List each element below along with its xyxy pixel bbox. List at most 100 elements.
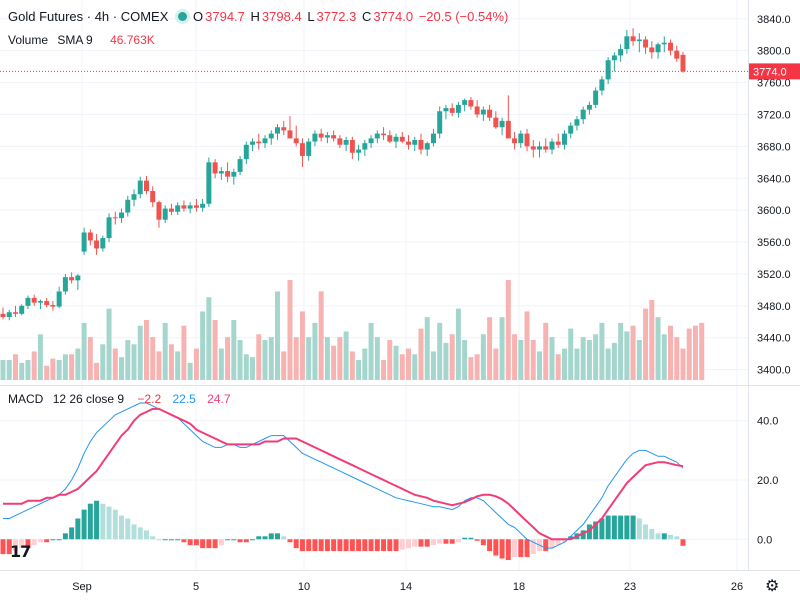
volume-bar bbox=[337, 337, 343, 380]
candle-body bbox=[430, 133, 436, 144]
macd-hist-bar bbox=[599, 518, 605, 540]
volume-bar bbox=[561, 348, 567, 380]
candle-body bbox=[393, 136, 399, 142]
candle-body bbox=[100, 238, 106, 249]
price-tick-label: 3760.0 bbox=[757, 78, 791, 90]
volume-bar bbox=[455, 308, 461, 380]
candle-body bbox=[530, 146, 536, 150]
volume-bar bbox=[168, 344, 174, 380]
candle-body bbox=[630, 36, 636, 42]
macd-hist-bar bbox=[480, 539, 486, 546]
candle-body bbox=[561, 133, 567, 145]
tradingview-logo-icon[interactable]: 17 bbox=[10, 542, 31, 561]
macd-histogram bbox=[0, 500, 686, 560]
price-tick-label: 3520.0 bbox=[757, 269, 791, 281]
volume-bar bbox=[175, 351, 181, 380]
macd-hist-bar bbox=[218, 539, 224, 546]
volume-bar bbox=[81, 322, 87, 380]
macd-hist-bar bbox=[668, 534, 674, 540]
macd-hist-bar bbox=[112, 509, 118, 540]
candle-body bbox=[150, 191, 156, 203]
volume-bar bbox=[112, 348, 118, 380]
volume-bar bbox=[119, 357, 125, 380]
price-tick-label: 3400.0 bbox=[757, 365, 791, 377]
macd-hist-bar bbox=[125, 518, 131, 540]
macd-hist-bar bbox=[31, 539, 37, 546]
volume-bar bbox=[106, 308, 112, 380]
candle-body bbox=[455, 104, 461, 113]
candle-body bbox=[543, 146, 549, 150]
candle-body bbox=[287, 130, 293, 139]
macd-legend[interactable]: MACD 12 26 close 9 −2.2 22.5 24.7 bbox=[8, 392, 233, 406]
time-tick-label: 5 bbox=[193, 581, 199, 593]
macd-hist-bar bbox=[605, 515, 611, 540]
candle-body bbox=[306, 141, 312, 156]
volume-bar bbox=[537, 351, 543, 380]
volume-bar bbox=[12, 354, 18, 380]
volume-bar bbox=[630, 325, 636, 380]
macd-hist-bar bbox=[636, 518, 642, 540]
price-tick-label: 3840.0 bbox=[757, 14, 791, 26]
macd-hist-bar bbox=[225, 539, 231, 541]
volume-bar bbox=[412, 354, 418, 380]
volume-bar bbox=[299, 311, 305, 380]
macd-hist-bar bbox=[331, 539, 337, 552]
volume-bar bbox=[699, 322, 705, 380]
candle-body bbox=[75, 275, 81, 281]
volume-legend[interactable]: Volume SMA 9 46.763K bbox=[8, 33, 157, 47]
volume-bar bbox=[524, 311, 530, 380]
volume-bar bbox=[125, 340, 131, 380]
candle-body bbox=[125, 199, 131, 213]
macd-hist-bar bbox=[655, 533, 661, 540]
volume-bar bbox=[593, 334, 599, 380]
volume-bar bbox=[62, 354, 68, 380]
volume-bar bbox=[343, 331, 349, 380]
candle-body bbox=[661, 42, 667, 45]
candle-body bbox=[349, 139, 355, 153]
volume-bar bbox=[368, 322, 374, 380]
candle-body bbox=[37, 301, 43, 303]
volume-bar bbox=[611, 342, 617, 380]
candle-body bbox=[168, 208, 174, 212]
candle-body bbox=[505, 120, 511, 139]
macd-hist-bar bbox=[212, 539, 218, 549]
macd-hist-bar bbox=[293, 539, 299, 549]
macd-hist-bar bbox=[618, 515, 624, 540]
macd-hist-bar bbox=[175, 539, 181, 541]
volume-bar bbox=[231, 320, 237, 380]
volume-bar bbox=[586, 340, 592, 380]
gear-icon[interactable]: ⚙ bbox=[765, 578, 780, 595]
volume-bar bbox=[374, 337, 380, 380]
macd-hist-bar bbox=[543, 539, 549, 552]
candle-body bbox=[387, 135, 393, 142]
macd-hist-bar bbox=[443, 539, 449, 544]
time-axis: Sep 5 10 14 18 23 26 bbox=[72, 581, 743, 593]
volume-bar bbox=[19, 362, 25, 380]
macd-hist-bar bbox=[306, 539, 312, 552]
volume-bar bbox=[512, 334, 518, 380]
price-tick-label: 3640.0 bbox=[757, 173, 791, 185]
macd-hist-bar bbox=[75, 518, 81, 540]
candle-body bbox=[243, 144, 249, 160]
candle-body bbox=[368, 138, 374, 144]
volume-bar bbox=[312, 322, 318, 380]
candle-body bbox=[611, 55, 617, 61]
macd-hist-bar bbox=[200, 539, 206, 549]
volume-bar bbox=[661, 334, 667, 380]
open-value: 3794.7 bbox=[205, 9, 245, 24]
candle-body bbox=[106, 217, 112, 239]
macd-line bbox=[3, 402, 684, 549]
candle-body bbox=[374, 133, 380, 139]
candle-body bbox=[87, 232, 93, 241]
macd-hist-bar bbox=[206, 539, 212, 549]
symbol-title[interactable]: Gold Futures · 4h · COMEX bbox=[8, 9, 169, 24]
time-tick-label: 14 bbox=[400, 581, 412, 593]
grid bbox=[0, 0, 800, 571]
volume-bar bbox=[287, 280, 293, 380]
volume-bar bbox=[680, 348, 686, 380]
candle-body bbox=[193, 205, 199, 208]
macd-hist-bar bbox=[25, 539, 31, 549]
candle-body bbox=[362, 143, 368, 150]
macd-hist-bar bbox=[674, 536, 680, 540]
